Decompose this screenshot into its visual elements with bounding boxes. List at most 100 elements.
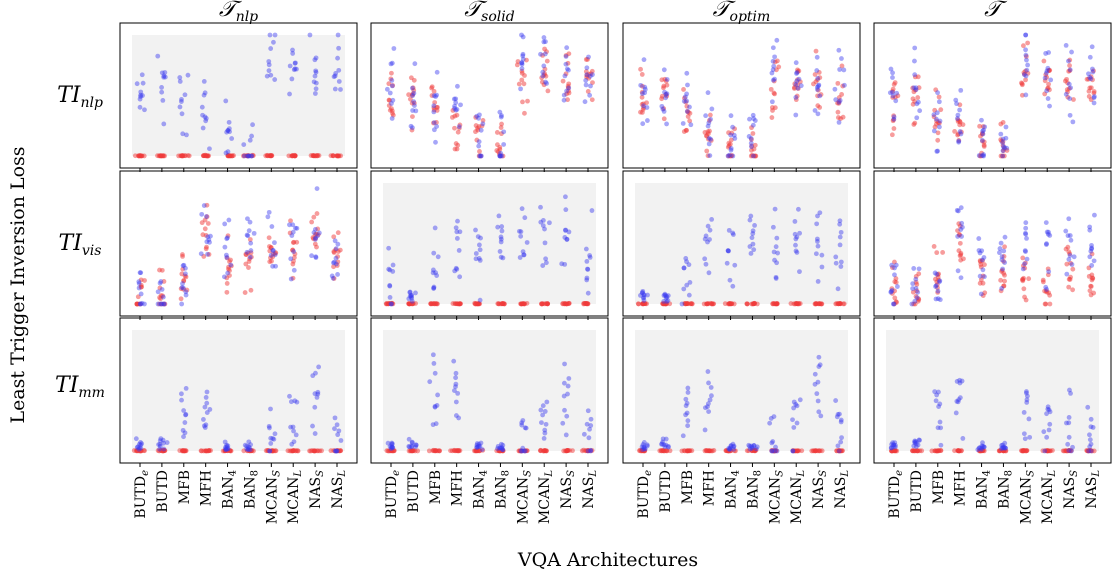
clean-point: [538, 219, 544, 225]
clean-point: [638, 293, 643, 298]
clean-point: [1070, 444, 1075, 450]
clean-point: [705, 123, 711, 129]
clean-point: [157, 446, 163, 452]
clean-point: [837, 411, 842, 417]
clean-point: [662, 444, 668, 450]
trojan-point: [835, 115, 841, 120]
clean-point: [517, 255, 523, 260]
clean-point: [1003, 124, 1009, 130]
clean-point: [748, 213, 754, 219]
clean-point: [1068, 390, 1073, 396]
clean-point: [1046, 229, 1051, 235]
clean-point: [520, 34, 526, 40]
clean-point: [433, 94, 439, 99]
clean-point: [1041, 429, 1047, 435]
trojan-point: [473, 123, 479, 128]
trojan-point: [415, 448, 421, 454]
trojan-point: [139, 284, 144, 290]
trojan-point: [639, 89, 645, 95]
clean-point: [750, 112, 756, 118]
clean-point: [207, 239, 212, 245]
clean-point: [137, 445, 142, 451]
trojan-point: [667, 301, 673, 307]
trojan-point: [750, 131, 756, 136]
clean-point: [746, 442, 752, 448]
clean-point: [835, 411, 841, 417]
clean-point: [453, 370, 459, 376]
panel-r2-c0: [119, 317, 358, 467]
clean-point: [1021, 72, 1027, 77]
panel-frame: [370, 22, 609, 169]
panel-shading: [132, 35, 345, 156]
trojan-point: [539, 75, 545, 81]
clean-point: [409, 444, 415, 450]
trojan-point: [636, 301, 641, 307]
clean-point: [585, 266, 590, 272]
clean-point: [957, 129, 963, 134]
trojan-point: [795, 77, 800, 83]
trojan-point: [999, 267, 1005, 273]
trojan-point: [813, 79, 819, 85]
clean-point: [909, 301, 915, 307]
clean-point: [179, 391, 184, 397]
clean-point: [641, 292, 647, 298]
clean-point: [774, 448, 780, 454]
clean-point: [137, 104, 143, 110]
trojan-point: [916, 85, 922, 91]
clean-point: [562, 261, 568, 267]
clean-point: [523, 425, 529, 431]
trojan-point: [1001, 254, 1007, 259]
clean-point: [453, 265, 459, 271]
trojan-point: [1065, 244, 1071, 250]
clean-point: [1042, 75, 1048, 81]
clean-point: [268, 441, 274, 446]
clean-point: [982, 124, 988, 130]
clean-point: [453, 96, 459, 102]
clean-point: [890, 301, 896, 307]
x-tick-label: BAN8: [242, 470, 260, 509]
clean-point: [183, 271, 188, 277]
clean-point: [287, 393, 292, 399]
clean-point: [749, 444, 755, 450]
clean-point: [199, 211, 205, 217]
clean-point: [133, 436, 139, 442]
trojan-point: [815, 93, 820, 99]
trojan-point: [890, 265, 895, 270]
clean-point: [159, 70, 165, 76]
clean-point: [290, 222, 296, 228]
clean-point: [640, 91, 645, 96]
clean-point: [407, 289, 413, 295]
trojan-point: [1047, 67, 1053, 73]
trojan-point: [1026, 276, 1032, 282]
clean-point: [331, 259, 337, 265]
clean-point: [752, 118, 758, 123]
clean-point: [336, 79, 342, 84]
clean-point: [201, 417, 206, 422]
clean-point: [888, 289, 894, 294]
clean-point: [1066, 58, 1071, 64]
trojan-point: [659, 93, 665, 99]
trojan-point: [159, 301, 164, 307]
trojan-point: [387, 107, 393, 113]
clean-point: [225, 270, 231, 276]
trojan-point: [589, 448, 595, 453]
trojan-point: [1070, 266, 1076, 272]
trojan-point: [912, 74, 918, 80]
clean-point: [771, 63, 777, 69]
clean-point: [1044, 68, 1050, 74]
trojan-point: [205, 153, 210, 159]
trojan-point: [817, 75, 823, 81]
trojan-point: [319, 448, 324, 454]
clean-point: [137, 441, 142, 447]
trojan-point: [228, 448, 234, 454]
clean-point: [812, 108, 818, 113]
clean-point: [310, 373, 316, 379]
trojan-point: [136, 301, 142, 307]
trojan-point: [229, 153, 235, 159]
clean-point: [313, 68, 319, 74]
clean-point: [179, 397, 184, 403]
clean-point: [294, 66, 299, 72]
clean-point: [833, 398, 839, 403]
clean-point: [813, 251, 819, 257]
clean-point: [936, 99, 942, 105]
